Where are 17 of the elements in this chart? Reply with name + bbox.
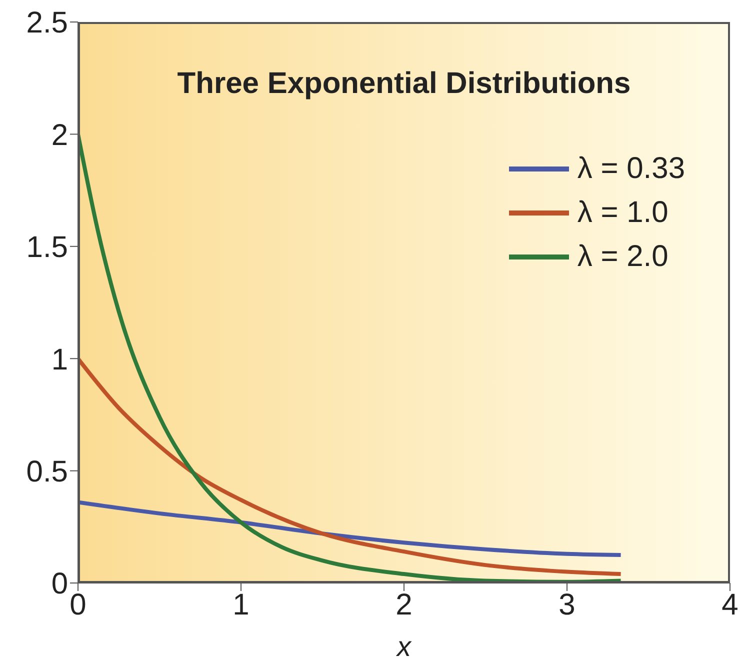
y-tick-label: 0.5 [26, 455, 68, 488]
x-tick-label: 1 [232, 588, 250, 622]
line-series [78, 356, 623, 576]
legend-label: λ = 2.0 [577, 240, 668, 274]
x-tick-label: 4 [722, 588, 738, 622]
text: Three Exponential Distributions [176, 67, 632, 101]
y-tick-label: 2 [51, 118, 68, 152]
legend-label: λ = 1.0 [577, 196, 668, 230]
y-tick-label: 0 [51, 568, 68, 601]
x-tick-label: 2 [396, 588, 412, 622]
y-tick-label: 1.5 [26, 231, 68, 264]
x-tick-label: 3 [558, 588, 576, 622]
y-tick-label: 1 [51, 343, 68, 376]
y-tick-label: 2.5 [26, 6, 68, 40]
x-axis-title: x [395, 631, 412, 662]
legend-label: λ = 0.33 [577, 152, 685, 186]
line-series [78, 500, 623, 557]
